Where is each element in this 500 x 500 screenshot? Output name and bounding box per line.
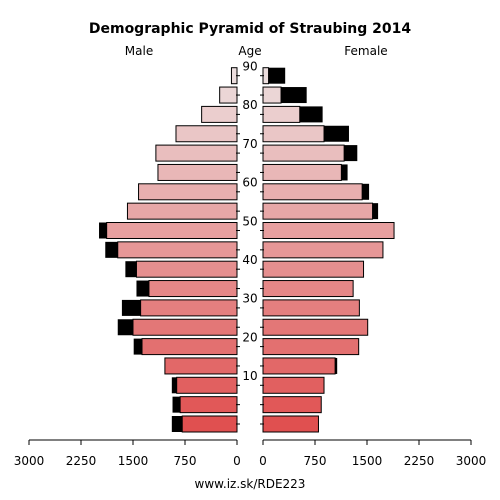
female-bar-black-75-79 — [324, 125, 349, 142]
age-tick-label: 20 — [242, 330, 257, 344]
age-tick-label: 30 — [242, 292, 257, 306]
female-x-tick-label: 750 — [304, 454, 327, 468]
male-bar-15-19 — [164, 357, 238, 375]
female-x-tick-label: 3000 — [456, 454, 487, 468]
male-bar-0-4 — [181, 415, 238, 433]
female-bar-55-59 — [262, 202, 374, 220]
female-bar-45-49 — [262, 241, 384, 259]
age-tick-label: 90 — [242, 60, 257, 74]
male-bar-black-10-14 — [171, 377, 177, 394]
female-bar-75-79 — [262, 125, 325, 143]
female-x-tick-label: 1500 — [352, 454, 383, 468]
chart-title: Demographic Pyramid of Straubing 2014 — [89, 21, 412, 37]
female-x-tick-label: 2250 — [404, 454, 435, 468]
male-label: Male — [125, 44, 153, 58]
female-bar-black-90+ — [268, 67, 286, 84]
male-x-axis: 3000 2250 1500 750 0 — [14, 439, 241, 468]
male-bar-70-74 — [155, 144, 238, 162]
male-bar-55-59 — [126, 202, 238, 220]
male-bar-black-35-39 — [136, 280, 149, 297]
male-bar-black-20-24 — [133, 338, 143, 355]
male-x-tick-label: 0 — [233, 454, 241, 468]
male-bar-80-84 — [201, 105, 238, 123]
female-bar-black-65-69 — [341, 164, 348, 181]
female-bar-black-80-84 — [299, 106, 323, 123]
female-bar-black-60-64 — [362, 183, 370, 200]
male-bar-10-14 — [176, 376, 238, 394]
male-bar-60-64 — [138, 183, 238, 201]
male-bar-5-9 — [179, 396, 238, 414]
age-tick-label: 70 — [242, 137, 257, 151]
footer-url: www.iz.sk/RDE223 — [195, 477, 306, 491]
female-bar-40-44 — [262, 260, 365, 278]
female-bars — [262, 67, 395, 433]
female-bar-black-85-89 — [281, 87, 307, 104]
female-bar-70-74 — [262, 144, 345, 162]
female-x-tick-label: 0 — [259, 454, 267, 468]
age-label: Age — [238, 44, 261, 58]
male-bars — [99, 67, 238, 433]
male-bar-20-24 — [141, 338, 238, 356]
male-bar-65-69 — [157, 163, 238, 181]
male-bar-35-39 — [148, 280, 238, 298]
male-bar-45-49 — [117, 241, 238, 259]
male-bar-black-50-54 — [99, 222, 107, 239]
male-bar-black-45-49 — [105, 241, 118, 258]
female-bar-80-84 — [262, 105, 301, 123]
age-tick-label: 10 — [242, 369, 257, 383]
female-bar-25-29 — [262, 318, 369, 336]
female-bar-85-89 — [262, 86, 282, 104]
age-tick-label: 60 — [242, 176, 257, 190]
age-tick-label: 40 — [242, 253, 257, 267]
male-bar-black-0-4 — [171, 416, 183, 432]
female-bar-30-34 — [262, 299, 360, 317]
male-x-tick-label: 2250 — [66, 454, 97, 468]
male-x-tick-label: 1500 — [118, 454, 149, 468]
female-bar-5-9 — [262, 396, 322, 414]
female-bar-15-19 — [262, 357, 336, 375]
male-bar-75-79 — [175, 125, 238, 143]
female-bar-35-39 — [262, 280, 354, 298]
female-bar-60-64 — [262, 183, 363, 201]
male-bar-30-34 — [140, 299, 238, 317]
female-bar-65-69 — [262, 163, 342, 181]
male-bar-black-5-9 — [172, 396, 181, 413]
male-x-tick-label: 3000 — [14, 454, 45, 468]
female-bar-black-70-74 — [344, 145, 358, 162]
female-bar-black-15-19 — [335, 357, 338, 374]
female-bar-black-55-59 — [372, 203, 379, 220]
female-bar-20-24 — [262, 338, 360, 356]
male-bar-40-44 — [135, 260, 238, 278]
female-bar-50-54 — [262, 222, 395, 239]
female-x-axis: 0 750 1500 2250 3000 — [259, 439, 487, 468]
male-bar-25-29 — [132, 318, 238, 336]
male-bar-85-89 — [219, 86, 238, 104]
male-bar-black-30-34 — [121, 299, 141, 316]
male-bar-50-54 — [106, 222, 238, 239]
female-label: Female — [344, 44, 387, 58]
male-bar-black-40-44 — [125, 261, 137, 278]
female-bar-10-14 — [262, 376, 325, 394]
female-bar-0-4 — [262, 415, 319, 433]
male-x-tick-label: 750 — [174, 454, 197, 468]
age-tick-label: 50 — [242, 214, 257, 228]
male-bar-black-25-29 — [117, 319, 133, 336]
age-axis: 10 20 30 40 50 60 70 80 90 — [236, 60, 264, 425]
age-tick-label: 80 — [242, 98, 257, 112]
